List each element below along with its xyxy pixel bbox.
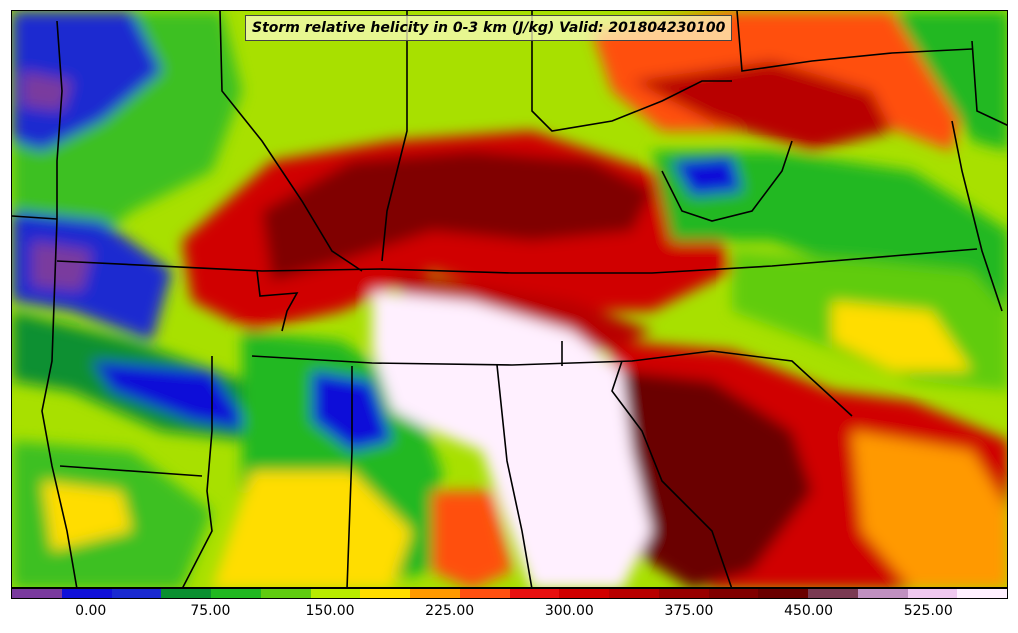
colorbar-swatch: [957, 589, 1007, 598]
colorbar-tick-label: 300.00: [544, 603, 594, 619]
colorbar-swatch: [758, 589, 808, 598]
colorbar-swatch: [459, 589, 510, 598]
helicity-map: [11, 10, 1008, 588]
colorbar-swatch: [808, 589, 858, 598]
colorbar-swatch: [559, 589, 609, 598]
colorbar: [11, 588, 1008, 599]
colorbar-swatch: [907, 589, 958, 598]
colorbar-tick-label: 0.00: [75, 603, 107, 619]
colorbar-swatch: [708, 589, 759, 598]
colorbar-swatch: [857, 589, 908, 598]
colorbar-tick-label: 375.00: [664, 603, 714, 619]
colorbar-tick-label: 75.00: [190, 603, 231, 619]
colorbar-swatch: [509, 589, 560, 598]
colorbar-swatch: [658, 589, 709, 598]
colorbar-swatch: [211, 589, 261, 598]
colorbar-tick-label: 225.00: [425, 603, 475, 619]
colorbar-swatch: [260, 589, 311, 598]
colorbar-swatch: [410, 589, 460, 598]
colorbar-swatch: [609, 589, 659, 598]
colorbar-ticks: 0.00 75.00 150.00 225.00 300.00 375.00 450.00 5…: [11, 603, 1008, 623]
colorbar-swatch: [310, 589, 361, 598]
map-title: Storm relative helicity in 0-3 km (J/kg)…: [245, 15, 733, 41]
colorbar-swatch: [360, 589, 410, 598]
colorbar-swatch: [111, 589, 162, 598]
colorbar-swatch: [12, 589, 62, 598]
colorbar-swatch: [61, 589, 112, 598]
colorbar-tick-label: 450.00: [784, 603, 834, 619]
helicity-field: [12, 11, 1007, 587]
colorbar-swatch: [161, 589, 211, 598]
colorbar-tick-label: 150.00: [305, 603, 355, 619]
colorbar-tick-label: 525.00: [903, 603, 953, 619]
